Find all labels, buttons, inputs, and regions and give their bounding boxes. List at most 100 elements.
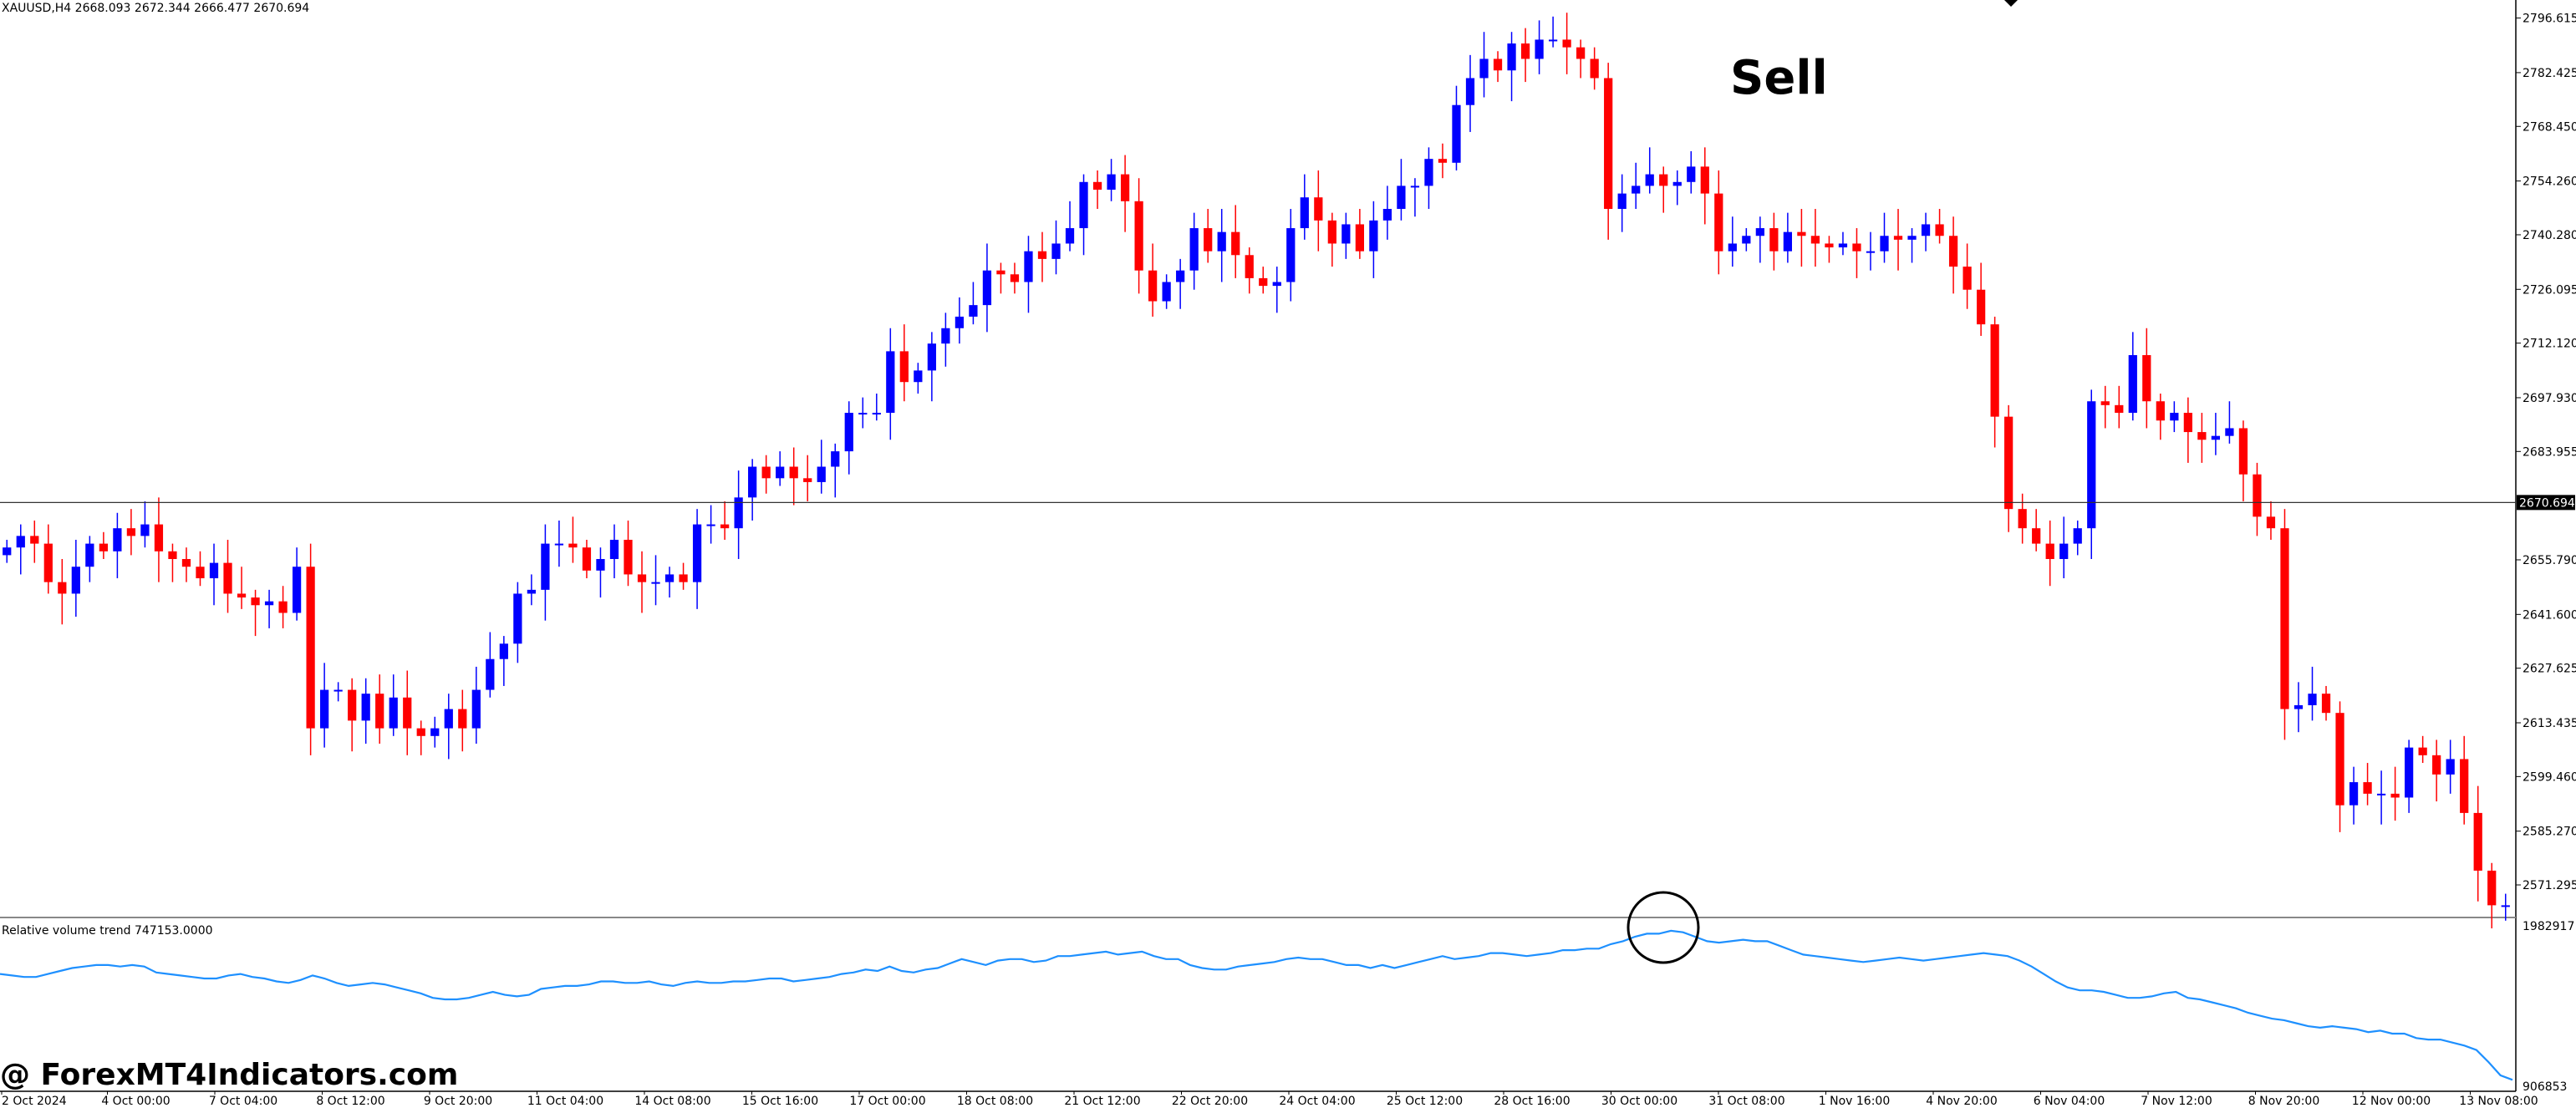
x-tick-label: 17 Oct 00:00: [849, 1095, 925, 1108]
y-tick-label: 2726.095: [2523, 283, 2576, 297]
candle-down: [2335, 713, 2344, 806]
x-tick-label: 12 Nov 00:00: [2352, 1095, 2431, 1108]
candle-down: [2266, 516, 2276, 529]
candle-down: [2156, 401, 2165, 421]
candle-down: [1852, 243, 1861, 252]
candle-up: [2446, 759, 2455, 775]
candle-down: [637, 574, 647, 582]
candle-up: [264, 601, 274, 606]
y-tick-label: 2627.625: [2523, 663, 2576, 676]
candle-down: [1314, 197, 1323, 221]
candle-down: [789, 466, 798, 479]
candle-up: [2087, 401, 2096, 529]
y-tick-label: 2697.930: [2523, 392, 2576, 405]
candle-down: [2473, 812, 2482, 871]
candle-up: [982, 270, 992, 306]
candle-up: [471, 689, 481, 729]
rvt-line: [0, 929, 2513, 1081]
candle-down: [43, 543, 53, 582]
candle-down: [196, 567, 205, 579]
candle-down: [2253, 474, 2262, 517]
candle-down: [1963, 267, 1972, 290]
candle-up: [1632, 186, 1641, 194]
candle-up: [748, 466, 757, 498]
candle-down: [126, 528, 136, 536]
x-tick-label: 21 Oct 12:00: [1064, 1095, 1140, 1108]
x-tick-label: 25 Oct 12:00: [1387, 1095, 1463, 1108]
candle-down: [1797, 231, 1806, 236]
candle-down: [154, 524, 164, 551]
x-tick-label: 1 Nov 16:00: [1819, 1095, 1890, 1108]
candle-down: [1576, 47, 1586, 59]
candle-up: [817, 466, 826, 482]
candle-up: [1424, 159, 1433, 186]
x-tick-label: 30 Oct 00:00: [1601, 1095, 1677, 1108]
x-tick-label: 6 Nov 04:00: [2034, 1095, 2105, 1108]
x-tick-label: 13 Nov 08:00: [2459, 1095, 2538, 1108]
candle-up: [596, 559, 605, 571]
x-tick-label: 2 Oct 2024: [2, 1095, 67, 1108]
candle-up: [927, 343, 936, 371]
candle-down: [168, 551, 177, 560]
candle-down: [1700, 166, 1709, 194]
candle-up: [2128, 354, 2137, 414]
sell-annotation: Sell: [1730, 51, 1828, 105]
candle-down: [899, 351, 909, 383]
candle-up: [541, 543, 550, 590]
candle-down: [1825, 243, 1834, 248]
x-tick-label: 8 Nov 20:00: [2248, 1095, 2319, 1108]
y-tick-label: 2641.600: [2523, 608, 2576, 622]
candle-up: [513, 593, 522, 644]
candle-up: [389, 697, 398, 729]
candle-down: [1714, 193, 1723, 252]
candle-up: [1783, 231, 1793, 252]
candle-up: [1162, 282, 1171, 302]
y-tick-label: 2655.790: [2523, 554, 2576, 567]
watermark: @ ForexMT4Indicators.com: [0, 1058, 458, 1092]
x-tick-label: 24 Oct 04:00: [1279, 1095, 1355, 1108]
candle-up: [3, 547, 12, 556]
candle-up: [706, 524, 715, 526]
x-tick-label: 11 Oct 04:00: [527, 1095, 603, 1108]
symbol-header: XAUUSD,H4 2668.093 2672.344 2666.477 267…: [2, 2, 309, 15]
y-tick-label: 2571.295: [2523, 879, 2576, 892]
candle-up: [2349, 782, 2359, 806]
candle-down: [582, 547, 592, 571]
candle-up: [1728, 243, 1737, 252]
candle-up: [113, 528, 122, 551]
candle-up: [71, 567, 80, 594]
candle-down: [1327, 220, 1336, 244]
candle-down: [1355, 224, 1364, 252]
candle-down: [568, 543, 578, 548]
candle-down: [1769, 228, 1779, 252]
candle-down: [306, 567, 315, 729]
candle-up: [1535, 39, 1544, 59]
candle-up: [1369, 220, 1378, 252]
candle-up: [1397, 186, 1406, 210]
candle-down: [624, 539, 633, 575]
candle-up: [292, 567, 302, 613]
x-tick-label: 4 Nov 20:00: [1926, 1095, 1997, 1108]
candle-down: [251, 597, 260, 606]
candle-up: [2073, 528, 2082, 544]
x-tick-label: 8 Oct 12:00: [316, 1095, 384, 1108]
candle-down: [2183, 413, 2192, 433]
candle-up: [1617, 193, 1627, 210]
candle-up: [1548, 39, 1558, 42]
candle-down: [1148, 270, 1158, 302]
candle-down: [223, 562, 232, 594]
candle-down: [2032, 528, 2041, 544]
candle-down: [403, 697, 412, 729]
rvt-label: Relative volume trend 747153.0000: [2, 924, 213, 938]
candle-up: [1838, 243, 1848, 248]
candle-up: [651, 582, 660, 584]
rvt-max-label: 1982917: [2523, 920, 2574, 933]
candle-down: [1810, 236, 1820, 244]
candle-up: [734, 497, 743, 529]
candle-down: [1990, 324, 1999, 417]
candle-up: [1479, 58, 1489, 79]
candle-down: [2197, 432, 2207, 440]
y-tick-label: 2740.280: [2523, 229, 2576, 242]
current-price-label: 2670.694: [2519, 496, 2575, 510]
candle-up: [2308, 694, 2317, 705]
